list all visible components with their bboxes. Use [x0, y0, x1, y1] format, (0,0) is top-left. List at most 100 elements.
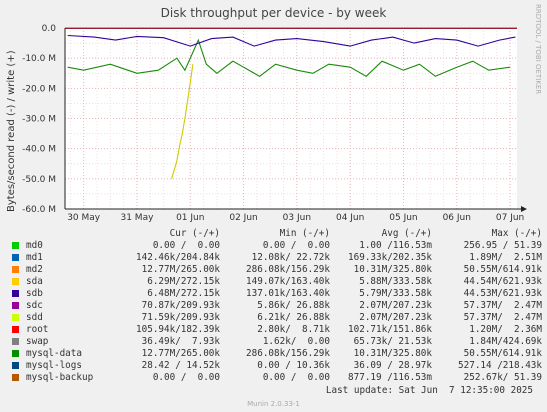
legend-max-value: 57.37M/ 2.47M: [463, 312, 542, 323]
y-tick-label: 0.0: [42, 24, 57, 34]
legend-avg-value: 169.33k/202.35k: [348, 252, 432, 263]
x-tick-label: 02 Jun: [229, 213, 257, 223]
legend-header-cur: Cur (-/+): [169, 228, 220, 239]
legend-min-value: 0.00 / 10.36k: [257, 360, 330, 371]
legend-swatch: [12, 374, 19, 381]
legend-max-value: 252.67k/ 51.39: [463, 372, 542, 383]
y-tick-label: -60.0 M: [22, 205, 56, 215]
legend-min-value: 5.86k/ 26.88k: [257, 300, 330, 311]
legend-row: md0 0.00 / 0.00 0.00 / 0.00 1.00 /116.53m 25…: [12, 240, 542, 252]
legend-swatch: [12, 350, 19, 357]
legend-cur-value: 6.48M/272.15k: [147, 288, 220, 299]
legend-cur-value: 70.87k/209.93k: [141, 300, 220, 311]
legend-min-value: 137.01k/163.40k: [246, 288, 330, 299]
series-lines: [65, 27, 517, 179]
legend-cur-value: 6.29M/272.15k: [147, 276, 220, 287]
legend-series-name: md1: [26, 252, 43, 263]
series-sdb-line: [67, 34, 516, 47]
x-tick-label: 04 Jun: [336, 213, 364, 223]
legend-cur-value: 0.00 / 0.00: [152, 372, 220, 383]
legend-row: root 105.94k/182.39k 2.80k/ 8.71k 102.71k/1…: [12, 324, 542, 336]
x-tick-label: 31 May: [120, 213, 154, 223]
legend-swatch: [12, 254, 19, 261]
y-tick-labels: 0.0 -10.0 M -20.0 M -30.0 M -40.0 M -50.0 M -6…: [22, 24, 56, 215]
legend-cur-value: 71.59k/209.93k: [141, 312, 220, 323]
legend-min-value: 0.00 / 0.00: [262, 372, 330, 383]
legend-row: md2 12.77M/265.00k 286.08k/156.29k 10.31M/3…: [12, 264, 542, 276]
y-tick-label: -40.0 M: [22, 145, 56, 155]
legend-max-value: 1.89M/ 2.51M: [469, 252, 542, 263]
legend-max-value: 256.95 / 51.39: [463, 240, 542, 251]
legend-avg-value: 2.07M/207.23k: [359, 300, 432, 311]
legend-row: sdd 71.59k/209.93k 6.21k/ 26.88k 2.07M/207.…: [12, 312, 542, 324]
legend-avg-value: 10.31M/325.80k: [353, 348, 432, 359]
x-tick-label: 01 Jun: [176, 213, 204, 223]
legend-avg-value: 5.88M/333.58k: [359, 276, 432, 287]
legend-swatch: [12, 314, 19, 321]
x-tick-labels: 30 May 31 May 01 Jun 02 Jun 03 Jun 04 Jun 05 J…: [67, 213, 524, 223]
legend-max-value: 50.55M/614.91k: [463, 348, 542, 359]
legend-row: md1 142.46k/204.84k 12.08k/ 22.72k 169.33k/…: [12, 252, 542, 264]
legend-avg-value: 5.79M/333.58k: [359, 288, 432, 299]
legend-header: Cur (-/+) Min (-/+) Avg (-/+) Max (-/+): [12, 228, 542, 240]
legend-avg-value: 10.31M/325.80k: [353, 264, 432, 275]
legend-avg-value: 102.71k/151.86k: [348, 324, 432, 335]
legend-max-value: 57.37M/ 2.47M: [463, 300, 542, 311]
series-mysql-data-line: [67, 38, 511, 77]
legend-min-value: 6.21k/ 26.88k: [257, 312, 330, 323]
legend-series-name: swap: [26, 336, 49, 347]
legend-max-value: 44.54M/621.93k: [463, 276, 542, 287]
grid: [65, 27, 517, 210]
legend-row: mysql-backup 0.00 / 0.00 0.00 / 0.00 877.19…: [12, 372, 542, 384]
legend-min-value: 12.08k/ 22.72k: [251, 252, 330, 263]
legend-min-value: 0.00 / 0.00: [262, 240, 330, 251]
legend-min-value: 149.07k/163.40k: [246, 276, 330, 287]
x-tick-label: 07 Jun: [496, 213, 524, 223]
legend-swatch: [12, 338, 19, 345]
legend-min-value: 1.62k/ 0.00: [262, 336, 330, 347]
legend-series-name: sdd: [26, 312, 43, 323]
legend-swatch: [12, 278, 19, 285]
legend-avg-value: 1.00 /116.53m: [359, 240, 432, 251]
legend-avg-value: 36.09 / 28.97k: [353, 360, 432, 371]
legend-swatch: [12, 326, 19, 333]
legend-swatch: [12, 242, 19, 249]
series-sdc-line: [171, 64, 194, 179]
legend-max-value: 44.53M/621.93k: [463, 288, 542, 299]
legend-header-avg: Avg (-/+): [381, 228, 432, 239]
legend-min-value: 2.80k/ 8.71k: [257, 324, 330, 335]
legend-min-value: 286.08k/156.29k: [246, 264, 330, 275]
last-update: Last update: Sat Jun 7 12:35:00 2025: [325, 385, 533, 396]
chart-title: Disk throughput per device - by week: [160, 6, 387, 20]
legend-cur-value: 142.46k/204.84k: [136, 252, 220, 263]
legend-swatch: [12, 302, 19, 309]
x-tick-label: 05 Jun: [389, 213, 417, 223]
x-tick-label: 03 Jun: [283, 213, 311, 223]
legend-series-name: md2: [26, 264, 43, 275]
legend-row: mysql-data 12.77M/265.00k 286.08k/156.29k 1…: [12, 348, 542, 360]
legend-series-name: md0: [26, 240, 43, 251]
legend-cur-value: 0.00 / 0.00: [152, 240, 220, 251]
legend-cur-value: 28.42 / 14.52k: [141, 360, 220, 371]
legend-avg-value: 2.07M/207.23k: [359, 312, 432, 323]
y-tick-label: -30.0 M: [22, 115, 56, 125]
legend-avg-value: 65.73k/ 21.53k: [353, 336, 432, 347]
legend-cur-value: 12.77M/265.00k: [141, 348, 220, 359]
legend-row: sdc 70.87k/209.93k 5.86k/ 26.88k 2.07M/207.…: [12, 300, 542, 312]
legend-row: swap 36.49k/ 7.93k 1.62k/ 0.00 65.73k/ 21.5…: [12, 336, 542, 348]
legend-min-value: 286.08k/156.29k: [246, 348, 330, 359]
legend-max-value: 50.55M/614.91k: [463, 264, 542, 275]
legend-header-max: Max (-/+): [491, 228, 542, 239]
x-tick-label: 06 Jun: [443, 213, 471, 223]
legend-series-name: sdb: [26, 288, 43, 299]
legend-row: mysql-logs 28.42 / 14.52k 0.00 / 10.36k 36.…: [12, 360, 542, 372]
legend-cur-value: 12.77M/265.00k: [141, 264, 220, 275]
legend-series-name: mysql-backup: [26, 372, 94, 383]
legend-series-name: sdc: [26, 300, 43, 311]
legend-series-name: mysql-data: [26, 348, 82, 359]
legend-series-name: mysql-logs: [26, 360, 82, 371]
legend-cur-value: 36.49k/ 7.93k: [141, 336, 220, 347]
y-tick-label: -20.0 M: [22, 84, 56, 94]
legend-avg-value: 877.19 /116.53m: [348, 372, 432, 383]
legend-row: sdb 6.48M/272.15k 137.01k/163.40k 5.79M/333…: [12, 288, 542, 300]
